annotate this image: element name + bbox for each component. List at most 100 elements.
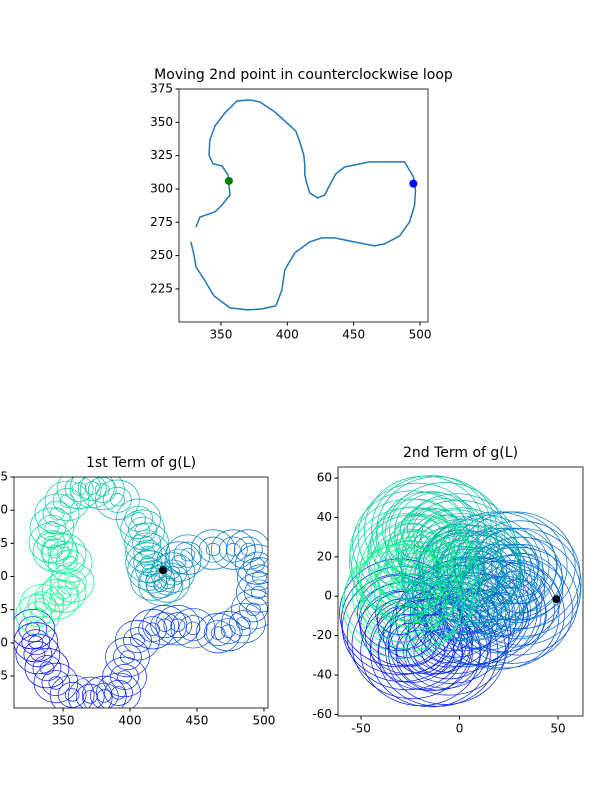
x-tick-label: 450 (342, 328, 365, 342)
mesh-ring (218, 536, 248, 563)
mesh-ring (477, 536, 563, 613)
point (224, 176, 233, 185)
mesh-ring (235, 544, 268, 585)
mesh-ring (213, 618, 243, 645)
mesh-ring (64, 575, 80, 590)
chart-title: Moving 2nd point in counterclockwise loo… (154, 67, 453, 83)
mesh-ring (67, 676, 113, 708)
mesh-ring (55, 549, 85, 576)
mesh-ring (406, 630, 455, 675)
point (409, 179, 418, 188)
mesh-ring (41, 572, 87, 613)
mesh-ring (96, 689, 112, 703)
mesh-ring (42, 500, 72, 527)
mesh-ring (362, 560, 447, 637)
mesh-ring (459, 520, 581, 630)
axes-frame (337, 466, 584, 717)
mesh-ring (357, 482, 479, 592)
y-tick-label: -20 (312, 628, 332, 642)
mesh-ring (359, 565, 445, 643)
mesh-ring (170, 608, 216, 649)
y-tick-label: 300 (0, 569, 8, 583)
mesh-ring (356, 513, 477, 623)
mesh-ring (150, 612, 180, 639)
mesh-ring (156, 541, 202, 582)
mesh-ring (39, 661, 55, 675)
plot-area (339, 475, 582, 708)
mesh-ring (34, 579, 80, 620)
mesh-ring (125, 532, 171, 573)
mesh-ring (407, 532, 529, 642)
mesh-ring (21, 629, 51, 656)
mesh-ring (124, 522, 169, 563)
mesh-ring (360, 597, 482, 707)
chart-title: 1st Term of g(L) (86, 455, 196, 471)
mesh-ring (198, 536, 228, 563)
mesh-ring (171, 554, 187, 569)
mesh-ring (30, 607, 46, 621)
mesh-ring (418, 535, 504, 612)
mesh-ring (24, 647, 70, 689)
mesh-ring (205, 542, 221, 557)
mesh-ring (367, 523, 452, 600)
mesh-ring (388, 573, 437, 618)
mesh-ring (229, 610, 258, 637)
mesh-ring (40, 538, 70, 565)
y-tick-label: 20 (317, 549, 332, 563)
mesh-ring (367, 514, 453, 592)
mesh-ring (64, 688, 80, 702)
mesh-ring (173, 541, 203, 568)
y-tick-label: 0 (324, 589, 332, 603)
mesh-ring (81, 675, 127, 708)
mesh-ring (57, 681, 87, 708)
mesh-ring (370, 506, 455, 583)
mesh-ring (133, 549, 163, 576)
marker (158, 566, 167, 575)
plot-area (14, 477, 268, 708)
mesh-ring (110, 664, 139, 690)
mesh-ring (250, 557, 265, 572)
mesh-ring (236, 572, 268, 613)
mesh-ring (210, 529, 256, 570)
mesh-ring (236, 616, 251, 630)
mesh-ring (44, 521, 60, 535)
mesh-ring (103, 486, 132, 513)
mesh-ring (157, 618, 173, 632)
mesh-ring (41, 669, 71, 696)
mesh-ring (178, 615, 208, 642)
mesh-ring (34, 597, 50, 612)
mesh-ring (117, 670, 132, 684)
y-tick-label: 325 (0, 536, 8, 550)
mesh-ring (123, 627, 152, 654)
mesh-ring (382, 491, 467, 569)
mesh-ring (170, 618, 186, 632)
mesh-ring (205, 611, 251, 652)
mesh-ring (77, 477, 107, 501)
mesh-ring (116, 498, 161, 539)
x-tick-label: 450 (186, 714, 209, 728)
loop-line (190, 99, 417, 311)
mesh-ring (374, 553, 459, 630)
mesh-ring (34, 493, 80, 534)
mesh-ring (203, 620, 233, 647)
mesh-ring (344, 543, 465, 653)
y-tick-label: 300 (150, 181, 173, 195)
mesh-ring (180, 547, 196, 562)
mesh-ring (33, 662, 79, 704)
chart-title: 2nd Term of g(L) (403, 445, 518, 461)
mesh-ring (131, 512, 146, 526)
mesh-ring (62, 555, 78, 570)
mesh-ring (104, 679, 133, 706)
x-tick-label: 400 (276, 328, 299, 342)
mesh-ring (233, 536, 263, 563)
mesh-ring (15, 594, 61, 635)
mesh-ring (41, 533, 87, 574)
mesh-ring (96, 672, 141, 708)
mesh-ring (87, 477, 117, 503)
y-tick-label: 60 (317, 471, 332, 485)
y-tick-label: -40 (312, 668, 332, 682)
y-tick-label: 40 (317, 510, 332, 524)
mesh-ring (453, 527, 539, 605)
mesh-ring (352, 540, 473, 650)
mesh-ring (44, 480, 90, 522)
